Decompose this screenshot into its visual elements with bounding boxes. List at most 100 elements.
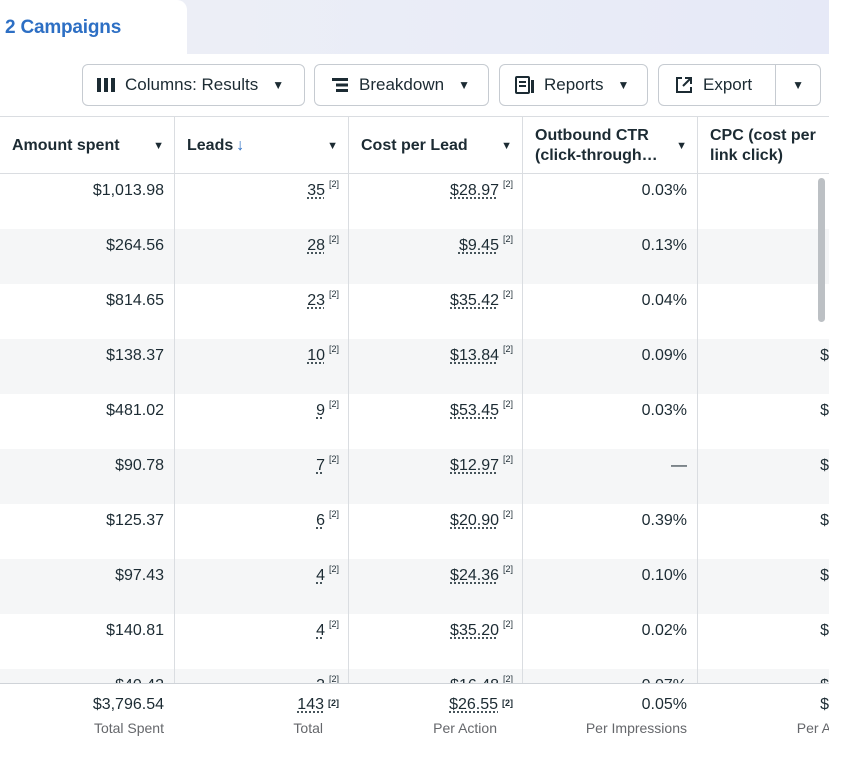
chevron-down-icon: ▼ — [617, 78, 630, 92]
ctr-value: — — [671, 457, 687, 474]
ctr-cell: 0.10% — [523, 559, 697, 614]
total-amount: $3,796.54 — [92, 696, 164, 713]
columns-button[interactable]: Columns: Results ▼ — [82, 64, 305, 106]
ctr-cell: 0.03% — [523, 394, 697, 449]
export-dropdown-icon[interactable]: ▼ — [792, 78, 804, 92]
column-label: Leads — [187, 137, 234, 154]
attribution-marker: [2] — [328, 619, 339, 629]
cpc-cell: $ — [698, 449, 829, 504]
cost-cell: $35.42 [2] — [349, 284, 522, 339]
table-row: $481.02 9 [2] $53.45 [2] 0.03% $ — [0, 394, 829, 449]
amount-cell: $138.37 — [0, 339, 174, 394]
column-header-cpc[interactable]: CPC (cost per link click) — [698, 117, 829, 175]
leads-cell: 9 [2] — [175, 394, 348, 449]
cost-value[interactable]: $24.36 — [450, 567, 499, 584]
leads-cell: 4 [2] — [175, 559, 348, 614]
leads-value[interactable]: 10 — [307, 347, 325, 364]
ctr-cell: 0.09% — [523, 339, 697, 394]
cpc-cell: $ — [698, 559, 829, 614]
cost-cell: $9.45 [2] — [349, 229, 522, 284]
chevron-down-icon[interactable]: ▼ — [153, 140, 164, 152]
tab-campaigns[interactable]: 2 Campaigns — [0, 0, 187, 54]
leads-cell: 7 [2] — [175, 449, 348, 504]
vertical-scrollbar[interactable] — [818, 178, 825, 322]
attribution-marker: [2] — [502, 454, 513, 464]
amount-value: $125.37 — [106, 512, 164, 529]
table-row: $1,013.98 35 [2] $28.97 [2] 0.03% — [0, 174, 829, 229]
total-cost[interactable]: $26.55 — [449, 696, 498, 713]
leads-cell: 6 [2] — [175, 504, 348, 559]
cost-value[interactable]: $20.90 — [450, 512, 499, 529]
total-leads-label: Total — [293, 720, 323, 736]
total-cpc-label: Per A — [796, 720, 829, 736]
cost-value[interactable]: $35.42 — [450, 292, 499, 309]
column-header-cost-per-lead[interactable]: Cost per Lead ▼ — [349, 117, 522, 175]
table-row: $138.37 10 [2] $13.84 [2] 0.09% $ — [0, 339, 829, 394]
cost-cell: $53.45 [2] — [349, 394, 522, 449]
cost-value[interactable]: $12.97 — [450, 457, 499, 474]
column-label: Outbound CTR (click-through… — [535, 127, 658, 164]
cost-value[interactable]: $9.45 — [458, 237, 499, 254]
page-edge — [829, 0, 844, 760]
cpc-value: $ — [820, 567, 829, 584]
column-header-outbound-ctr[interactable]: Outbound CTR (click-through… ▼ — [523, 117, 697, 175]
reports-label: Reports — [544, 75, 604, 94]
column-divider — [522, 116, 523, 760]
cost-value[interactable]: $35.20 — [450, 622, 499, 639]
ctr-value: 0.03% — [641, 402, 687, 419]
ctr-value: 0.04% — [641, 292, 687, 309]
total-leads[interactable]: 143 — [297, 696, 324, 713]
leads-value[interactable]: 23 — [307, 292, 325, 309]
cpc-cell — [698, 229, 829, 284]
total-ctr-label: Per Impressions — [585, 720, 687, 736]
amount-value: $814.65 — [106, 292, 164, 309]
sort-descending-icon: ↓ — [236, 137, 245, 154]
cost-value[interactable]: $13.84 — [450, 347, 499, 364]
chevron-down-icon[interactable]: ▼ — [327, 140, 338, 152]
chevron-down-icon[interactable]: ▼ — [676, 140, 687, 152]
column-label: CPC (cost per link click) — [710, 127, 816, 164]
amount-value: $140.81 — [106, 622, 164, 639]
leads-value[interactable]: 7 — [316, 457, 325, 474]
attribution-marker: [2] — [328, 179, 339, 189]
attribution-marker: [2] — [328, 344, 339, 354]
cpc-value: $ — [820, 402, 829, 419]
attribution-marker: [2] — [328, 674, 339, 684]
amount-cell: $125.37 — [0, 504, 174, 559]
leads-value[interactable]: 6 — [316, 512, 325, 529]
cost-value[interactable]: $53.45 — [450, 402, 499, 419]
attribution-marker: [2] — [502, 289, 513, 299]
breakdown-button[interactable]: Breakdown ▼ — [314, 64, 489, 106]
leads-value[interactable]: 4 — [316, 567, 325, 584]
table-row: $90.78 7 [2] $12.97 [2] — $ — [0, 449, 829, 504]
total-leads-cell: 143 [2] Total — [175, 684, 348, 760]
column-divider — [174, 116, 175, 760]
ctr-value: 0.03% — [641, 182, 687, 199]
chevron-down-icon[interactable]: ▼ — [501, 140, 512, 152]
amount-cell: $140.81 — [0, 614, 174, 669]
cost-cell: $35.20 [2] — [349, 614, 522, 669]
attribution-marker: [2] — [502, 234, 513, 244]
amount-value: $481.02 — [106, 402, 164, 419]
reports-button[interactable]: Reports ▼ — [499, 64, 648, 106]
cost-value[interactable]: $28.97 — [450, 182, 499, 199]
tab-strip: 2 Campaigns — [0, 0, 829, 54]
export-button[interactable]: Export ▼ — [658, 64, 821, 106]
cost-cell: $13.84 [2] — [349, 339, 522, 394]
breakdown-label: Breakdown — [359, 75, 445, 94]
column-header-amount-spent[interactable]: Amount spent ▼ — [0, 117, 174, 175]
total-ctr: 0.05% — [641, 696, 687, 713]
attribution-marker: [2] — [502, 179, 513, 189]
amount-value: $90.78 — [115, 457, 164, 474]
leads-value[interactable]: 4 — [316, 622, 325, 639]
total-amount-label: Total Spent — [93, 720, 164, 736]
column-header-leads[interactable]: Leads ↓ ▼ — [175, 117, 348, 175]
leads-value[interactable]: 35 — [307, 182, 325, 199]
leads-value[interactable]: 9 — [316, 402, 325, 419]
leads-value[interactable]: 28 — [307, 237, 325, 254]
cpc-value: $ — [820, 457, 829, 474]
export-label: Export — [703, 75, 753, 94]
chevron-down-icon: ▼ — [458, 78, 470, 92]
amount-cell: $264.56 — [0, 229, 174, 284]
amount-cell: $90.78 — [0, 449, 174, 504]
